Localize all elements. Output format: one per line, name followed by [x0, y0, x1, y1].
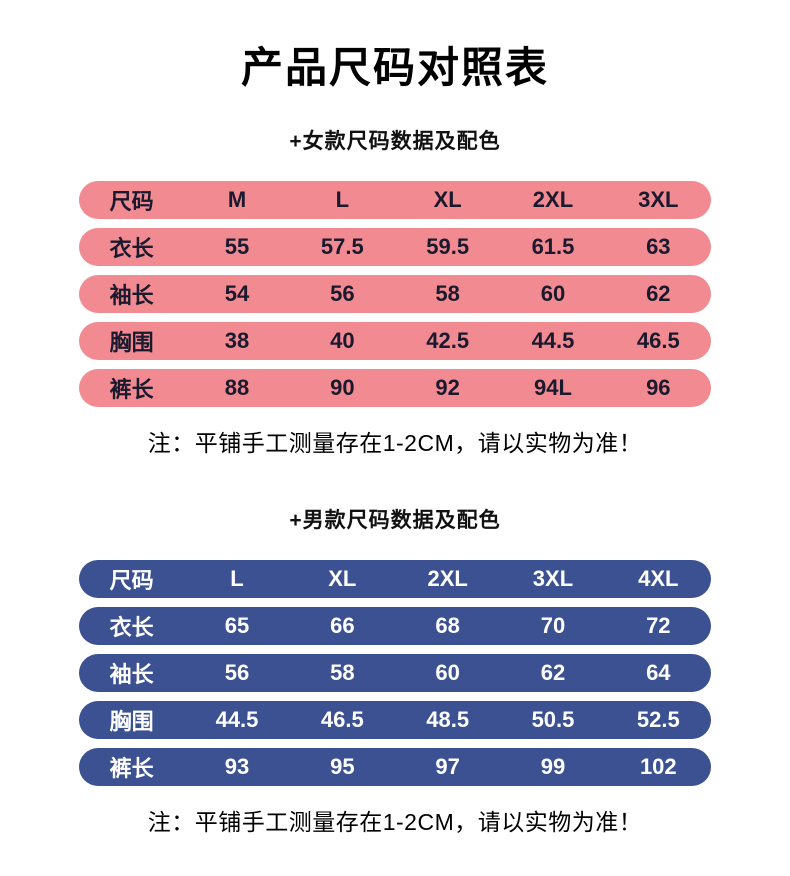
row-label-cell: 裤长 [109, 377, 154, 402]
value-cell: 96 [646, 375, 671, 400]
row-label-cell: 衣长 [109, 236, 154, 261]
women-subtitle: +女款尺码数据及配色 [289, 130, 501, 153]
value-cell: 56 [330, 281, 355, 306]
value-cell: 65 [224, 613, 250, 638]
value-cell: 57.5 [320, 234, 364, 259]
value-cell: 58 [435, 281, 460, 306]
men-subtitle: +男款尺码数据及配色 [289, 509, 501, 532]
value-cell: 63 [646, 234, 671, 259]
table-row: 胸围 38 40 42.5 44.5 46.5 [79, 322, 711, 360]
column-header-cell: 3XL [638, 187, 679, 212]
value-cell: 95 [330, 754, 355, 779]
women-size-section: +女款尺码数据及配色 尺码 M L XL 2XL 3XL 衣长 55 57.5 … [0, 125, 790, 458]
value-cell: 62 [646, 281, 671, 306]
row-label-cell: 裤长 [109, 756, 154, 781]
value-cell: 62 [540, 660, 566, 685]
value-cell: 60 [540, 281, 566, 306]
value-cell: 99 [540, 754, 566, 779]
value-cell: 38 [224, 328, 250, 353]
value-cell: 50.5 [531, 707, 575, 732]
men-size-table: 尺码 L XL 2XL 3XL 4XL 衣长 65 66 68 70 72 袖长… [79, 560, 711, 786]
value-cell: 59.5 [426, 234, 470, 259]
page-title: 产品尺码对照表 [240, 44, 549, 91]
value-cell: 92 [435, 375, 460, 400]
value-cell: 72 [646, 613, 671, 638]
men-size-section: +男款尺码数据及配色 尺码 L XL 2XL 3XL 4XL 衣长 65 66 … [0, 504, 790, 837]
column-header-cell: 2XL [427, 566, 468, 591]
value-cell: 52.5 [636, 707, 680, 732]
value-cell: 58 [330, 660, 355, 685]
column-header-cell: L [230, 566, 244, 591]
value-cell: 68 [435, 613, 460, 638]
row-label-cell: 胸围 [109, 330, 154, 355]
column-header-cell: 尺码 [109, 189, 154, 214]
row-label-cell: 袖长 [109, 662, 154, 687]
women-size-table: 尺码 M L XL 2XL 3XL 衣长 55 57.5 59.5 61.5 6… [79, 181, 711, 407]
column-header-cell: XL [328, 566, 357, 591]
row-label-cell: 袖长 [109, 283, 154, 308]
value-cell: 90 [330, 375, 355, 400]
men-header-row: 尺码 L XL 2XL 3XL 4XL [79, 560, 711, 598]
row-label-cell: 衣长 [109, 615, 154, 640]
women-header-row: 尺码 M L XL 2XL 3XL [79, 181, 711, 219]
value-cell: 64 [646, 660, 671, 685]
value-cell: 42.5 [426, 328, 470, 353]
value-cell: 56 [224, 660, 250, 685]
value-cell: 88 [224, 375, 250, 400]
table-row: 裤长 88 90 92 94L 96 [79, 369, 711, 407]
women-measurement-note: 注：平铺手工测量存在1-2CM，请以实物为准！ [147, 430, 643, 456]
table-row: 衣长 65 66 68 70 72 [79, 607, 711, 645]
table-row: 袖长 56 58 60 62 64 [79, 654, 711, 692]
men-measurement-note: 注：平铺手工测量存在1-2CM，请以实物为准！ [147, 809, 643, 835]
value-cell: 46.5 [320, 707, 364, 732]
value-cell: 54 [224, 281, 250, 306]
value-cell: 48.5 [426, 707, 470, 732]
value-cell: 44.5 [215, 707, 259, 732]
value-cell: 60 [435, 660, 460, 685]
column-header-cell: 2XL [532, 187, 574, 212]
value-cell: 40 [330, 328, 355, 353]
column-header-cell: 3XL [532, 566, 574, 591]
table-row: 袖长 54 56 58 60 62 [79, 275, 711, 313]
column-header-cell: 4XL [638, 566, 679, 591]
column-header-cell: XL [433, 187, 462, 212]
value-cell: 66 [330, 613, 355, 638]
table-row: 胸围 44.5 46.5 48.5 50.5 52.5 [79, 701, 711, 739]
column-header-cell: L [335, 187, 350, 212]
value-cell: 97 [435, 754, 460, 779]
value-cell: 44.5 [531, 328, 575, 353]
value-cell: 55 [224, 234, 250, 259]
value-cell: 46.5 [636, 328, 680, 353]
value-cell: 70 [540, 613, 566, 638]
value-cell: 61.5 [531, 234, 575, 259]
row-label-cell: 胸围 [109, 709, 154, 734]
table-row: 衣长 55 57.5 59.5 61.5 63 [79, 228, 711, 266]
table-row: 裤长 93 95 97 99 102 [79, 748, 711, 786]
value-cell: 94L [534, 375, 572, 400]
column-header-cell: M [227, 187, 247, 212]
value-cell: 102 [639, 754, 677, 779]
value-cell: 93 [224, 754, 250, 779]
column-header-cell: 尺码 [109, 568, 154, 593]
